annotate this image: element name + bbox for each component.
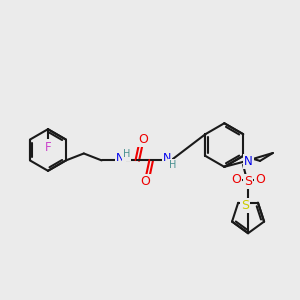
Text: O: O	[231, 173, 241, 186]
Text: O: O	[138, 133, 148, 146]
Text: N: N	[244, 155, 253, 168]
Text: O: O	[255, 173, 265, 186]
Text: S: S	[244, 175, 252, 188]
Text: F: F	[45, 140, 51, 154]
Text: S: S	[241, 199, 249, 212]
Text: N: N	[116, 153, 125, 164]
Text: H: H	[123, 149, 130, 160]
Text: H: H	[169, 160, 177, 170]
Text: N: N	[163, 153, 171, 164]
Text: O: O	[140, 175, 150, 188]
